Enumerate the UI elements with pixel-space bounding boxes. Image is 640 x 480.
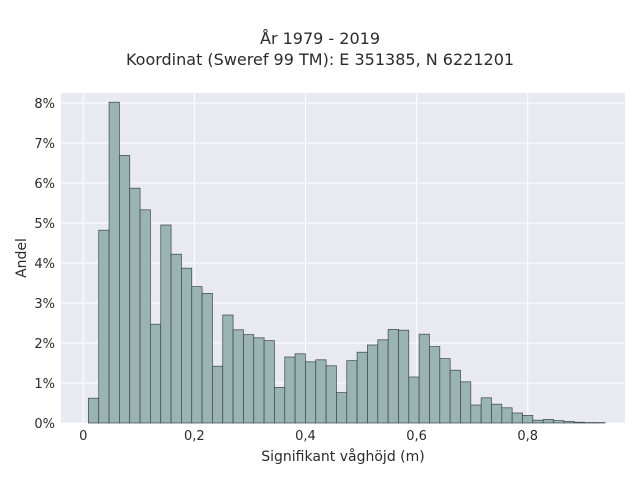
histogram-bar [263,340,275,424]
x-tick-label: 0 [79,429,87,444]
histogram-bar [439,358,451,424]
histogram-bar [470,404,482,424]
y-axis-ticks: 0% 1% 2% 3% 4% 5% 6% 7% 8% [34,97,55,432]
histogram-bar [129,187,141,424]
histogram-bar [429,346,441,424]
histogram-bar [315,359,327,424]
y-tick-label: 1% [34,377,55,392]
histogram-bar [418,333,430,424]
histogram-bar [387,329,399,424]
histogram-bar [305,361,317,424]
y-tick-label: 7% [34,137,55,152]
y-tick-label: 3% [34,297,55,312]
histogram-bar [542,419,554,424]
histogram-bar [181,267,193,424]
y-tick-label: 4% [34,257,55,272]
histogram-bar [253,337,265,424]
histogram-bar [284,356,296,424]
histogram-bar [449,369,461,424]
histogram-bar [336,392,348,424]
x-tick-label: 0,4 [295,429,316,444]
histogram-bar [108,101,120,424]
x-axis-label: Signifikant våghöjd (m) [261,448,424,465]
histogram-bar [563,421,575,424]
y-axis-label: Andel [14,238,30,278]
histogram-bar [346,360,358,424]
histogram-bar [356,351,368,424]
histogram-bars [88,101,606,424]
chart-title-line-1: År 1979 - 2019 [260,29,380,48]
histogram-bar [408,376,420,424]
histogram-bar [150,323,162,424]
histogram-bar [460,381,472,424]
y-tick-label: 2% [34,337,55,352]
histogram-bar [511,412,523,424]
histogram-bar [522,415,534,424]
x-tick-label: 0,2 [184,429,205,444]
x-tick-label: 0,8 [517,429,538,444]
histogram-bar [573,421,585,424]
y-tick-label: 6% [34,177,55,192]
histogram-bar [398,329,410,424]
histogram-bar [139,209,151,424]
histogram-bar [191,286,203,424]
x-axis-ticks: 0 0,2 0,4 0,6 0,8 [79,429,538,444]
histogram-bar [532,419,544,424]
y-tick-label: 5% [34,217,55,232]
histogram-bar [98,229,110,424]
grid-lines [61,93,625,424]
histogram-bar [160,224,172,424]
x-tick-label: 0,6 [406,429,427,444]
chart-title-line-2: Koordinat (Sweref 99 TM): E 351385, N 62… [125,50,515,69]
y-tick-label: 0% [34,417,55,432]
histogram-bar [232,329,244,424]
histogram-bar [212,365,224,424]
histogram-bar [377,339,389,424]
histogram-bar [88,397,100,424]
histogram-bar [170,253,182,424]
histogram-bar [294,353,306,424]
histogram-bar [480,397,492,424]
histogram-bar [325,365,337,424]
y-tick-label: 8% [34,97,55,112]
histogram-bar [222,314,234,424]
histogram-bar [501,407,513,424]
histogram-bar [553,420,565,424]
histogram-bar [201,293,213,424]
histogram-bar [491,403,503,424]
histogram-bar [367,344,379,424]
histogram-bar [274,387,286,424]
histogram-bar [243,334,255,424]
histogram-bar [119,155,131,424]
